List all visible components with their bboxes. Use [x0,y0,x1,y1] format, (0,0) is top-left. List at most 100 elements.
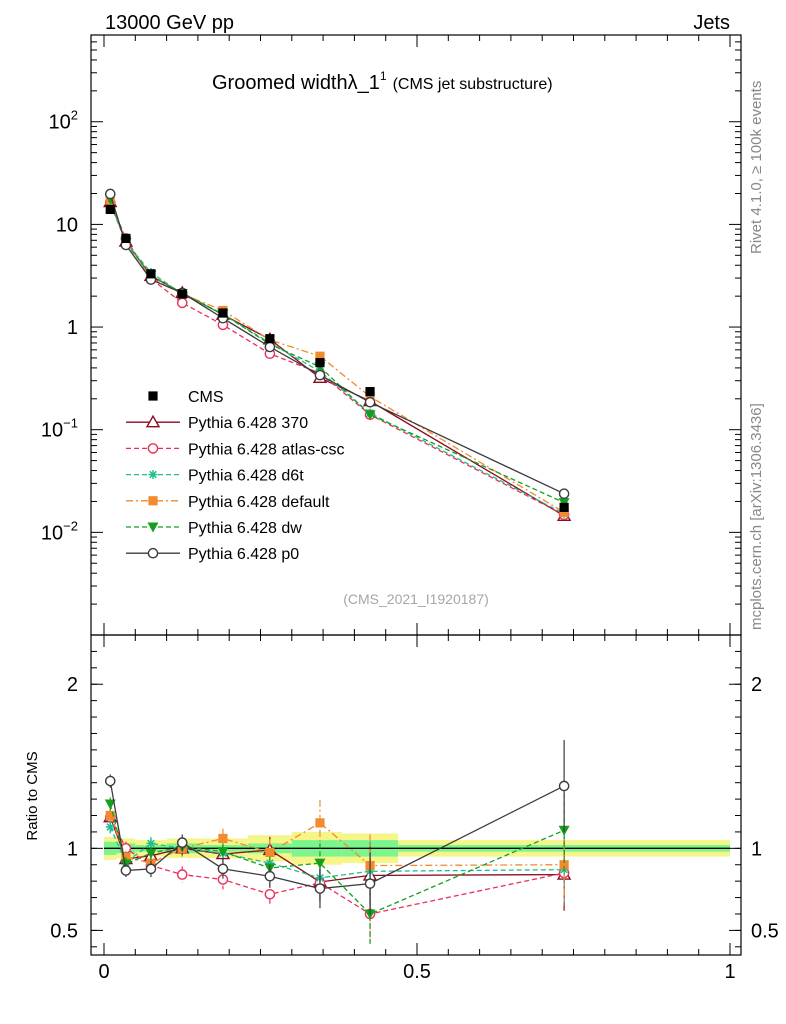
ratio-point [364,878,376,889]
x-tick-label: 0 [98,961,109,983]
legend-entry: Pythia 6.428 d6t [126,468,304,485]
data-point [105,204,115,214]
legend-marker [147,443,159,454]
y-tick-label: 1 [67,317,78,339]
legend-label: Pythia 6.428 370 [188,415,308,432]
chart-title-superscript: 1 [380,69,387,83]
process-label: Jets [693,12,730,34]
ratio-series-pythia-6-428-p0 [104,740,570,915]
ratio-y-label: Ratio to CMS [24,751,41,840]
legend-entry: Pythia 6.428 p0 [126,546,299,563]
series-cms [105,204,569,513]
legend-label: Pythia 6.428 atlas-csc [188,441,345,458]
ratio-point [264,888,276,900]
ratio-point [265,847,275,858]
legend-entry: Pythia 6.428 atlas-csc [126,441,345,458]
data-point [177,289,187,299]
ratio-y-tick-label-right: 2 [751,674,762,696]
ratio-y-tick-label: 1 [67,838,78,860]
source-label: mcplots.cern.ch [arXiv:1306.3436] [748,403,765,630]
data-point [365,387,375,397]
ratio-point [105,822,115,832]
data-point [558,488,570,499]
legend-marker [148,470,158,480]
energy-label: 13000 GeV pp [105,12,234,34]
data-point [104,188,116,200]
data-point [146,269,156,279]
legend-marker [148,496,158,506]
legend-entry: Pythia 6.428 370 [126,414,308,432]
legend-label: CMS [188,389,224,406]
legend-marker [147,547,159,559]
series-pythia-6-428-dw [104,194,570,509]
ratio-point [558,780,570,792]
series-pythia-6-428-default [105,196,569,517]
ratio-y-tick-label-right: 0.5 [751,920,779,942]
ratio-point [314,883,326,894]
ratio-point [218,833,228,844]
ratio-point [104,799,116,810]
legend-marker [147,522,159,533]
ratio-point [559,860,569,870]
x-tick-label: 0.5 [403,961,431,983]
ratio-y-tick-label: 2 [67,674,78,696]
data-point [364,410,376,421]
ratio-line [109,826,565,879]
ratio-point [146,838,156,848]
ratio-y-tick-label: 0.5 [50,920,78,942]
series-pythia-6-428-atlas-csc [104,196,570,521]
ratio-point [314,858,326,869]
data-point [315,351,325,361]
ratio-point [176,837,188,848]
main-plot-area: 10−2 10−1 1 10 102 [41,34,742,636]
series-line [109,203,565,515]
rivet-version-label: Rivet 4.1.0, ≥ 100k events [748,81,765,254]
ratio-point [315,818,325,828]
ratio-point [217,863,229,875]
ratio-frame [90,634,742,956]
legend-label: Pythia 6.428 dw [188,520,302,537]
data-point [264,341,276,353]
data-point [218,308,228,318]
legend: CMS Pythia 6.428 370 Pythia 6.428 atlas-cs… [126,389,345,563]
y-tick-label: 10 [56,214,78,236]
ratio-point [264,870,276,882]
ratio-point [145,863,157,875]
data-point [559,507,569,517]
data-point [559,502,569,513]
main-frame [90,34,742,636]
chart-title: Groomed widthλ_11 (CMS jet substructure) [212,69,553,94]
y-tick-label: 10−1 [41,416,78,442]
series-line [109,201,565,517]
series-pythia-6-428-d6t [105,199,569,519]
ratio-point [217,847,229,858]
series-pythia-6-428-370 [103,194,572,521]
data-point [176,297,188,309]
y-tick-label: 102 [49,108,78,134]
data-point [121,233,131,244]
data-point [265,334,275,344]
ratio-point [145,848,157,859]
legend-label: Pythia 6.428 d6t [188,468,304,485]
chart-title-main: Groomed widthλ_1 [212,72,380,94]
data-point [315,358,325,368]
ratio-point [120,865,132,876]
data-point [364,396,376,408]
analysis-watermark: (CMS_2021_I1920187) [343,591,489,607]
legend-entry: CMS [148,389,224,406]
series-line [109,201,565,513]
ratio-series-pythia-6-428-dw [104,785,570,946]
ratio-plot-area: 0.5 0.5 1 1 2 2 0 0.5 1 [50,634,779,983]
series-line [109,201,565,516]
legend-entry: Pythia 6.428 dw [126,520,302,537]
legend-marker [148,391,158,401]
ratio-point [176,869,188,880]
data-point [314,369,326,381]
chart-subtitle: (CMS jet substructure) [393,76,553,93]
ratio-series-pythia-6-428-atlas-csc [104,810,570,944]
y-tick-label: 10−2 [41,518,78,544]
ratio-y-tick-label-right: 1 [751,838,762,860]
ratio-point [105,810,115,821]
legend-label: Pythia 6.428 p0 [188,546,299,563]
